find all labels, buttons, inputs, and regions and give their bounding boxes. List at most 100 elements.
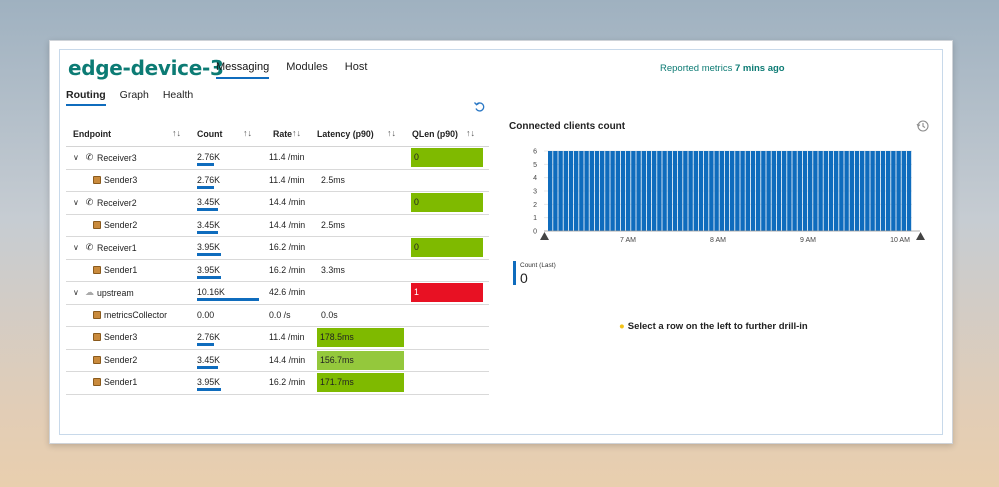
chart-bar[interactable] [886, 151, 891, 231]
chart-bar[interactable] [776, 151, 782, 231]
header-endpoint[interactable]: Endpoint [73, 129, 112, 139]
chart-bar[interactable] [678, 151, 683, 231]
table-row[interactable]: ∨ ✆ Receiver1 3.95K 16.2 /min 0 [66, 237, 489, 260]
chart-bar[interactable] [594, 151, 600, 231]
chart-bar[interactable] [787, 151, 792, 231]
chart-bar[interactable] [745, 151, 750, 231]
chart-bar[interactable] [688, 151, 693, 231]
chevron-down-icon[interactable]: ∨ [73, 198, 79, 207]
count-value[interactable]: 3.95K [197, 377, 220, 387]
tab-modules[interactable]: Modules [286, 61, 328, 73]
tab-routing[interactable]: Routing [66, 89, 106, 106]
chart-bar[interactable] [646, 151, 652, 231]
chart-bar[interactable] [865, 151, 870, 231]
chart-bar[interactable] [797, 151, 802, 231]
count-value[interactable]: 2.76K [197, 332, 220, 342]
table-row[interactable]: Sender3 2.76K 11.4 /min 178.5ms [66, 327, 489, 350]
chart-bar[interactable] [652, 151, 657, 231]
count-value[interactable]: 3.45K [197, 354, 220, 365]
chart-bar[interactable] [683, 151, 688, 231]
refresh-icon[interactable] [473, 100, 487, 114]
chart-bar[interactable] [589, 151, 594, 231]
table-row[interactable]: ∨ ☁ upstream 10.16K 42.6 /min 1 [66, 282, 489, 305]
tab-host[interactable]: Host [344, 61, 368, 73]
chart-bar[interactable] [901, 151, 906, 231]
chart-bar[interactable] [605, 151, 610, 231]
chart-bar[interactable] [802, 151, 808, 231]
chart-bar[interactable] [896, 151, 901, 231]
chart-bar[interactable] [667, 151, 672, 231]
chart-bar[interactable] [828, 151, 834, 231]
chart-bar[interactable] [579, 151, 584, 231]
chart-bar[interactable] [818, 151, 823, 231]
chart-bar[interactable] [740, 151, 745, 231]
chart-bar[interactable] [657, 151, 662, 231]
count-value[interactable]: 3.95K [197, 264, 220, 275]
table-row[interactable]: Sender1 3.95K 16.2 /min 3.3ms [66, 260, 489, 282]
chart-bar[interactable] [792, 151, 797, 231]
chart-bar[interactable] [860, 151, 865, 231]
chart-bar[interactable] [730, 151, 735, 231]
header-latency[interactable]: Latency (p90) [317, 129, 374, 139]
count-value[interactable]: 10.16K [197, 287, 225, 297]
chart-bar[interactable] [906, 151, 912, 231]
sort-icon[interactable]: ↑↓ [172, 128, 181, 138]
count-value[interactable]: 2.76K [197, 174, 220, 185]
chart-bar[interactable] [771, 151, 776, 231]
table-row[interactable]: Sender2 3.45K 14.4 /min 156.7ms [66, 350, 489, 372]
chart-bar[interactable] [782, 151, 787, 231]
table-row[interactable]: ∨ ✆ Receiver3 2.76K 11.4 /min 0 [66, 147, 489, 170]
chart-bar[interactable] [808, 151, 813, 231]
history-icon[interactable] [916, 119, 930, 133]
chart-bar[interactable] [854, 151, 860, 231]
chart-bar[interactable] [756, 151, 761, 231]
chevron-down-icon[interactable]: ∨ [73, 153, 79, 162]
sort-icon[interactable]: ↑↓ [243, 128, 252, 138]
chart-bar[interactable] [698, 151, 704, 231]
chart-bar[interactable] [875, 151, 880, 231]
chart-bar[interactable] [641, 151, 646, 231]
table-row[interactable]: Sender1 3.95K 16.2 /min 171.7ms [66, 372, 489, 395]
sort-icon[interactable]: ↑↓ [466, 128, 475, 138]
table-row[interactable]: Sender2 3.45K 14.4 /min 2.5ms [66, 215, 489, 237]
chart-bar[interactable] [719, 151, 724, 231]
chart-bar[interactable] [880, 151, 886, 231]
chart-bar[interactable] [662, 151, 667, 231]
chart-bar[interactable] [839, 151, 844, 231]
chart-bar[interactable] [600, 151, 605, 231]
chart-bar[interactable] [548, 151, 553, 231]
chart-bar[interactable] [558, 151, 563, 231]
chart-bar[interactable] [631, 151, 636, 231]
chart-bar[interactable] [563, 151, 568, 231]
chart-bar[interactable] [693, 151, 698, 231]
chart-bar[interactable] [636, 151, 641, 231]
chart-bar[interactable] [615, 151, 620, 231]
chevron-down-icon[interactable]: ∨ [73, 288, 79, 297]
chart-bar[interactable] [610, 151, 615, 231]
tab-graph[interactable]: Graph [119, 89, 149, 101]
chart-bar[interactable] [844, 151, 849, 231]
count-value[interactable]: 0.00 [197, 309, 215, 320]
sort-icon[interactable]: ↑↓ [387, 128, 396, 138]
chart-bar[interactable] [672, 151, 678, 231]
tab-health[interactable]: Health [162, 89, 194, 101]
header-count[interactable]: Count [197, 129, 223, 139]
table-row[interactable]: metricsCollector 0.00 0.0 /s 0.0s [66, 305, 489, 327]
table-row[interactable]: ∨ ✆ Receiver2 3.45K 14.4 /min 0 [66, 192, 489, 215]
chart-bar[interactable] [714, 151, 719, 231]
count-value[interactable]: 2.76K [197, 152, 220, 162]
chart-bar[interactable] [724, 151, 730, 231]
chart-bar[interactable] [750, 151, 756, 231]
table-row[interactable]: Sender3 2.76K 11.4 /min 2.5ms [66, 170, 489, 192]
chart-bar[interactable] [849, 151, 854, 231]
chart-bar[interactable] [709, 151, 714, 231]
chart-bar[interactable] [620, 151, 626, 231]
chart-bar[interactable] [704, 151, 709, 231]
chart-bar[interactable] [834, 151, 839, 231]
sort-icon[interactable]: ↑↓ [292, 128, 301, 138]
range-handle-icon[interactable] [916, 232, 925, 240]
chart-bar[interactable] [823, 151, 828, 231]
header-rate[interactable]: Rate [273, 129, 293, 139]
chart-bar[interactable] [761, 151, 766, 231]
count-value[interactable]: 3.95K [197, 242, 220, 252]
